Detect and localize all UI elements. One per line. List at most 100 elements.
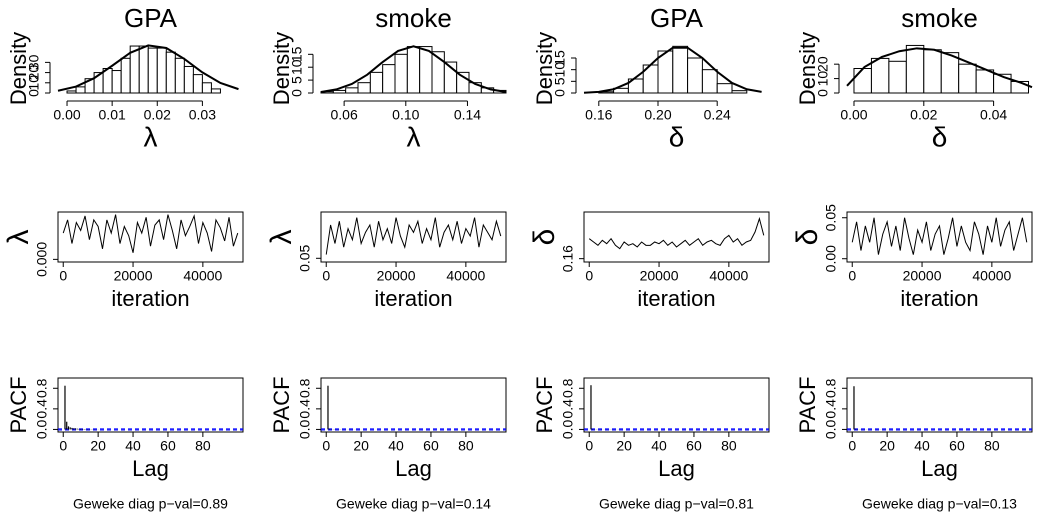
plot-box bbox=[57, 377, 244, 433]
histogram-bar bbox=[183, 65, 194, 94]
x-tick-label: 0.04 bbox=[980, 107, 1007, 123]
y-tick-label: 10 bbox=[26, 75, 42, 91]
histogram-bar bbox=[888, 60, 907, 94]
trace-line bbox=[62, 214, 239, 253]
histogram-bar bbox=[958, 63, 977, 94]
x-axis-label: λ bbox=[144, 121, 158, 152]
histogram-bar bbox=[687, 57, 703, 94]
panel-title: smoke bbox=[375, 3, 452, 33]
histogram-bar bbox=[66, 90, 77, 94]
panel-title: GPA bbox=[124, 3, 178, 33]
histogram-bar bbox=[394, 53, 408, 94]
y-tick-label: 0 bbox=[289, 89, 305, 97]
histogram-bar bbox=[138, 45, 149, 94]
x-axis-label: iteration bbox=[900, 286, 978, 311]
y-tick-label: 30 bbox=[26, 54, 42, 70]
y-axis-label: λ bbox=[265, 230, 298, 245]
x-axis-label: iteration bbox=[111, 286, 189, 311]
density-curve bbox=[583, 46, 762, 94]
histogram-bar bbox=[75, 86, 86, 94]
x-tick-label: 80 bbox=[458, 438, 474, 454]
x-tick-label: 0 bbox=[848, 268, 856, 284]
x-tick-label: 60 bbox=[949, 438, 965, 454]
y-tick-label: 15 bbox=[552, 50, 568, 66]
x-tick-label: 20000 bbox=[640, 268, 679, 284]
y-tick-label: 0.8 bbox=[297, 378, 313, 398]
x-axis-label: Lag bbox=[921, 456, 958, 481]
x-tick-label: 0 bbox=[322, 268, 330, 284]
x-tick-label: 20000 bbox=[377, 268, 416, 284]
histogram-bar bbox=[210, 88, 221, 94]
x-axis-label: Lag bbox=[395, 456, 432, 481]
histogram-bar bbox=[419, 46, 433, 94]
y-tick-label: 0.4 bbox=[297, 399, 313, 419]
y-axis-label: δ bbox=[791, 229, 824, 246]
y-axis-label: PACF bbox=[269, 376, 294, 433]
y-tick-label: 0.0 bbox=[560, 419, 576, 439]
x-tick-label: 0.00 bbox=[53, 107, 80, 123]
y-tick-label: 0.4 bbox=[34, 399, 50, 419]
x-axis-label: δ bbox=[669, 121, 685, 152]
x-tick-label: 0.03 bbox=[189, 107, 216, 123]
histogram-bar bbox=[701, 69, 718, 94]
x-tick-label: 0.06 bbox=[331, 107, 358, 123]
histogram-bar bbox=[382, 64, 396, 94]
x-tick-label: 20000 bbox=[903, 268, 942, 284]
y-tick-label: 5 bbox=[552, 77, 568, 85]
x-axis-label: λ bbox=[407, 121, 421, 152]
x-tick-label: 40000 bbox=[183, 268, 222, 284]
y-axis-label: PACF bbox=[795, 376, 820, 433]
x-tick-label: 0.02 bbox=[144, 107, 171, 123]
plot-box bbox=[320, 377, 507, 433]
y-tick-label: 0.16 bbox=[560, 245, 576, 272]
y-tick-label: 0.8 bbox=[34, 378, 50, 398]
trace-line bbox=[588, 216, 765, 250]
y-axis-label: Density bbox=[269, 32, 294, 105]
histogram-bar bbox=[111, 70, 122, 94]
y-tick-label: 0.4 bbox=[560, 399, 576, 419]
y-tick-label: 0.000 bbox=[34, 242, 50, 277]
x-tick-label: 0.02 bbox=[910, 107, 937, 123]
y-tick-label: 0.05 bbox=[823, 204, 839, 231]
histogram-bar bbox=[716, 83, 733, 94]
x-axis-label: δ bbox=[932, 121, 948, 152]
x-tick-label: 80 bbox=[721, 438, 737, 454]
x-tick-label: 40 bbox=[651, 438, 667, 454]
y-tick-label: 0.0 bbox=[34, 419, 50, 439]
x-tick-label: 20 bbox=[353, 438, 369, 454]
x-tick-label: 0 bbox=[848, 438, 856, 454]
panel-note: Geweke diag p−val=0.89 bbox=[73, 496, 228, 512]
x-tick-label: 40 bbox=[125, 438, 141, 454]
histogram-bar bbox=[156, 47, 167, 94]
y-axis-label: λ bbox=[2, 230, 35, 245]
histogram-bar bbox=[174, 57, 185, 94]
y-tick-label: 10 bbox=[289, 59, 305, 75]
y-tick-label: 20 bbox=[26, 65, 42, 81]
histogram-bar bbox=[147, 47, 158, 94]
y-axis-label: PACF bbox=[532, 376, 557, 433]
histogram-bar bbox=[332, 89, 347, 94]
y-axis-label: Density bbox=[6, 32, 31, 105]
x-tick-label: 40000 bbox=[446, 268, 485, 284]
histogram-bar bbox=[406, 46, 421, 94]
x-tick-label: 0.01 bbox=[99, 107, 126, 123]
x-tick-label: 0.00 bbox=[840, 107, 867, 123]
x-tick-label: 40 bbox=[914, 438, 930, 454]
y-tick-label: 0.8 bbox=[560, 378, 576, 398]
histogram-bar bbox=[357, 82, 371, 94]
histogram-bar bbox=[192, 74, 203, 94]
panel-note: Geweke diag p−val=0.14 bbox=[336, 496, 491, 512]
x-tick-label: 20000 bbox=[114, 268, 153, 284]
x-tick-label: 0.16 bbox=[585, 107, 612, 123]
x-tick-label: 0 bbox=[322, 438, 330, 454]
plot-box bbox=[583, 377, 770, 433]
x-tick-label: 20 bbox=[90, 438, 106, 454]
histogram-bar bbox=[165, 51, 176, 94]
x-tick-label: 0 bbox=[585, 268, 593, 284]
y-tick-label: 5 bbox=[289, 76, 305, 84]
y-tick-label: 0.00 bbox=[823, 245, 839, 272]
y-tick-label: 0 bbox=[552, 89, 568, 97]
histogram-bar bbox=[672, 45, 689, 94]
x-axis-label: Lag bbox=[132, 456, 169, 481]
histogram-bar bbox=[731, 90, 748, 94]
